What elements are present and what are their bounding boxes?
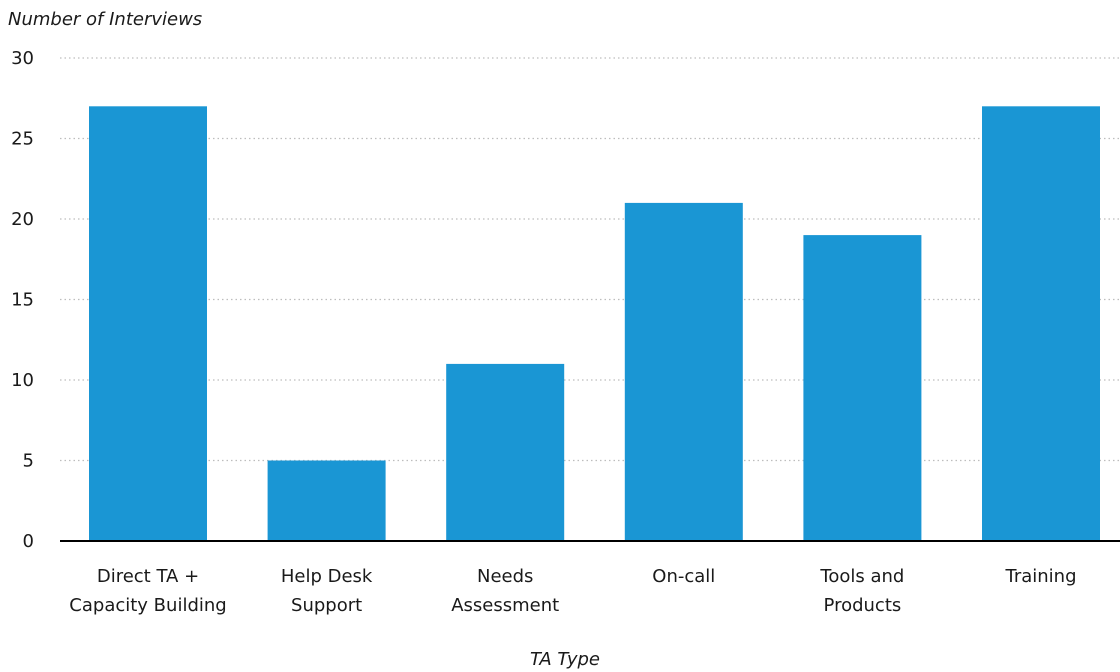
y-tick-label: 10 (11, 370, 34, 391)
y-tick-label: 0 (23, 531, 34, 552)
y-axis-label: Number of Interviews (8, 9, 202, 30)
x-tick-label-line: Needs (477, 566, 533, 587)
x-tick-label-line: Assessment (451, 595, 559, 616)
y-tick-label: 20 (11, 209, 34, 230)
x-tick-label-line: Support (291, 595, 362, 616)
bar (624, 202, 743, 541)
x-tick-label-line: On-call (652, 566, 715, 587)
x-tick-label-line: Tools and (819, 566, 904, 587)
bar (446, 363, 565, 541)
y-tick-label: 25 (11, 129, 34, 150)
gridlines (60, 57, 1120, 462)
x-tick-label: Direct TA + Capacity Building (69, 566, 226, 616)
y-tick-label: 5 (23, 451, 34, 472)
bars (89, 106, 1100, 542)
y-tick-label: 15 (11, 290, 34, 311)
x-tick-label: Help Desk Support (281, 566, 373, 616)
x-tick-label-line: Direct TA + (97, 566, 199, 587)
y-tick-label: 30 (11, 48, 34, 69)
bar (89, 106, 207, 542)
bar (803, 235, 922, 541)
x-tick-label: Needs Assessment (451, 566, 559, 616)
bar (267, 460, 386, 541)
x-tick-label-line: Capacity Building (69, 595, 226, 616)
x-tick-label-line: Training (1004, 566, 1076, 587)
x-tick-label: Tools and Products (819, 566, 904, 616)
x-tick-label-line: Help Desk (281, 566, 373, 587)
x-tick-label: Training (1004, 566, 1076, 587)
bar (982, 106, 1100, 542)
y-axis-ticks: 0 5 10 15 20 25 30 (11, 48, 34, 552)
x-tick-label-line: Products (824, 595, 902, 616)
x-tick-label: On-call (652, 566, 715, 587)
x-axis-categories: Direct TA + Capacity Building Help Desk Sup… (69, 566, 1076, 616)
x-axis-label: TA Type (530, 649, 600, 670)
